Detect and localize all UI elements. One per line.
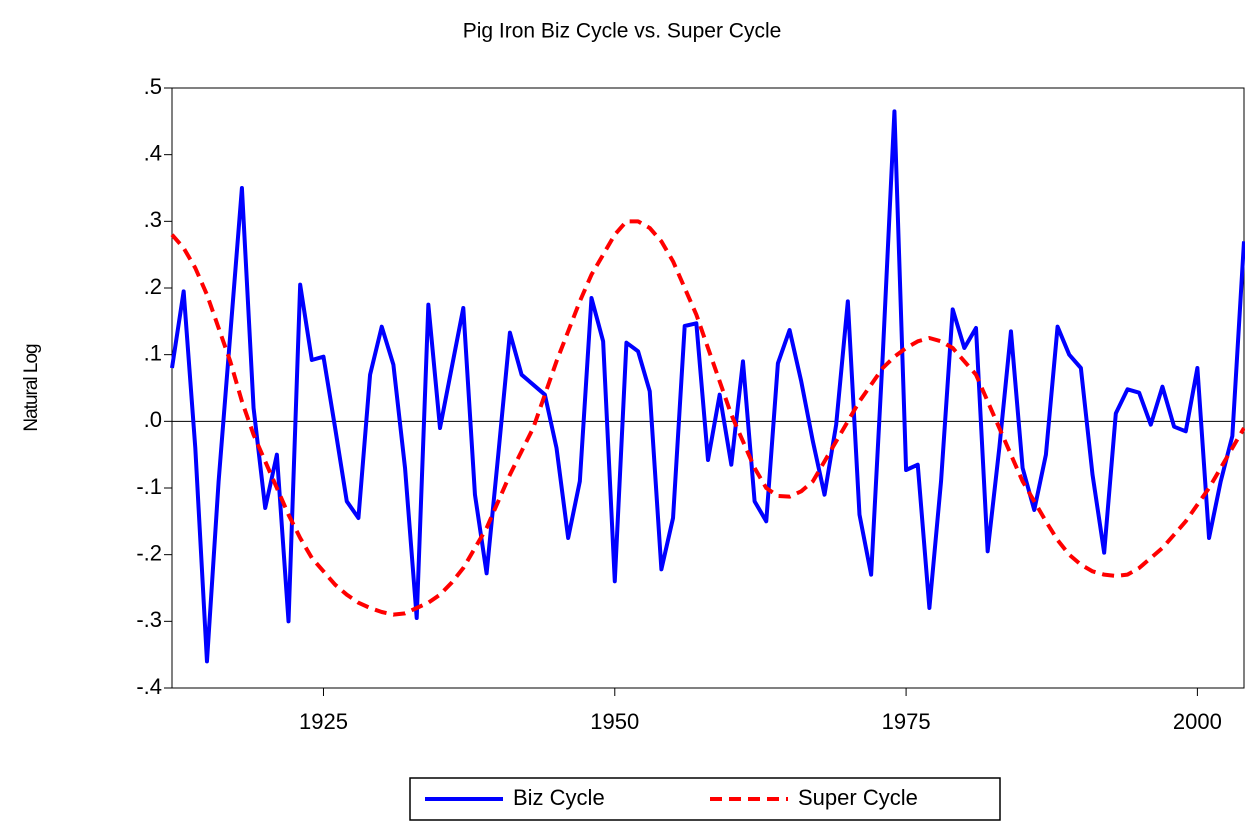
legend-label: Biz Cycle xyxy=(513,785,605,810)
y-tick-label: -.3 xyxy=(136,607,162,632)
x-tick-label: 2000 xyxy=(1173,709,1222,734)
y-tick-label: .2 xyxy=(144,274,162,299)
y-tick-label: -.1 xyxy=(136,474,162,499)
x-tick-label: 1950 xyxy=(590,709,639,734)
y-tick-label: -.4 xyxy=(136,674,162,699)
y-tick-label: .4 xyxy=(144,140,162,165)
y-tick-label: .0 xyxy=(144,407,162,432)
legend-label: Super Cycle xyxy=(798,785,918,810)
series-line xyxy=(170,219,1245,617)
y-tick-label: .1 xyxy=(144,340,162,365)
legend-box xyxy=(409,777,1001,821)
chart-title: Pig Iron Biz Cycle vs. Super Cycle xyxy=(463,20,782,43)
series-line xyxy=(170,109,1245,664)
x-tick-label: 1975 xyxy=(882,709,931,734)
x-tick-label: 1925 xyxy=(299,709,348,734)
y-axis-label: Natural Log xyxy=(21,344,42,432)
plot-frame xyxy=(171,87,1245,689)
y-tick-label: .3 xyxy=(144,207,162,232)
y-tick-label: .5 xyxy=(144,74,162,99)
y-tick-label: -.2 xyxy=(136,540,162,565)
